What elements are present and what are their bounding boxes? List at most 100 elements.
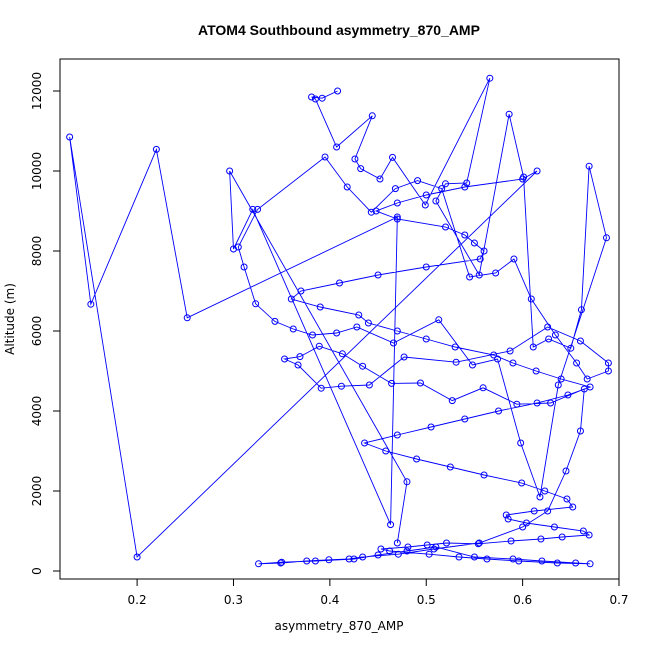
data-point xyxy=(541,487,549,495)
data-point xyxy=(533,399,541,407)
series-line xyxy=(69,77,609,565)
x-tick-label: 0.5 xyxy=(417,593,436,607)
data-point xyxy=(463,179,471,187)
data-point xyxy=(394,550,402,558)
data-point xyxy=(466,273,474,281)
data-point xyxy=(325,556,333,564)
data-point xyxy=(254,205,262,213)
data-point xyxy=(492,269,500,277)
data-point xyxy=(446,463,454,471)
data-point xyxy=(338,350,346,358)
data-point xyxy=(364,319,372,327)
data-point xyxy=(553,559,561,567)
data-point xyxy=(388,379,396,387)
y-axis: 0 2000 4000 6000 8000 10000 12000 xyxy=(30,72,61,575)
data-point xyxy=(308,93,316,101)
data-point xyxy=(547,399,555,407)
data-point xyxy=(315,342,323,350)
data-point xyxy=(573,359,581,367)
data-point xyxy=(490,351,498,359)
data-point xyxy=(536,493,544,501)
data-point xyxy=(576,337,584,345)
data-point xyxy=(527,295,535,303)
data-point xyxy=(294,361,302,369)
data-point xyxy=(66,133,74,141)
data-point xyxy=(271,317,279,325)
data-point xyxy=(430,545,438,553)
data-point xyxy=(507,537,515,545)
data-point xyxy=(249,205,257,213)
data-point xyxy=(357,165,365,173)
y-tick-label: 2000 xyxy=(30,476,44,507)
data-point xyxy=(334,87,342,95)
data-point xyxy=(470,553,478,561)
data-point xyxy=(404,543,412,551)
data-point xyxy=(318,94,326,102)
data-point xyxy=(495,407,503,415)
data-point xyxy=(226,167,234,175)
data-point xyxy=(537,535,545,543)
data-point xyxy=(382,447,390,455)
y-axis-label: Altitude (m) xyxy=(3,283,17,355)
y-tick-label: 0 xyxy=(30,567,44,575)
data-point xyxy=(452,358,460,366)
data-point xyxy=(350,555,358,563)
data-point xyxy=(425,550,433,558)
data-point xyxy=(316,303,324,311)
data-point xyxy=(422,191,430,199)
data-point xyxy=(519,523,527,531)
data-point xyxy=(303,557,311,565)
data-point xyxy=(281,355,289,363)
data-point xyxy=(530,507,538,515)
data-point xyxy=(387,521,395,529)
data-point xyxy=(579,527,587,535)
data-point xyxy=(435,316,443,324)
data-point xyxy=(448,397,456,405)
x-axis: 0.2 0.3 0.4 0.5 0.6 0.7 xyxy=(128,578,629,607)
data-point xyxy=(562,467,570,475)
x-tick-label: 0.2 xyxy=(128,593,147,607)
data-point xyxy=(297,287,305,295)
data-point xyxy=(538,557,546,565)
data-point xyxy=(557,375,565,383)
data-point xyxy=(604,359,612,367)
data-point xyxy=(393,213,401,221)
data-point xyxy=(252,300,260,308)
data-point xyxy=(367,208,375,216)
data-point xyxy=(240,263,248,271)
chart-title: ATOM4 Southbound asymmetry_870_AMP xyxy=(198,22,480,38)
data-point xyxy=(133,553,141,561)
data-point xyxy=(427,423,435,431)
x-tick-label: 0.3 xyxy=(224,593,243,607)
data-point xyxy=(544,507,552,515)
data-point xyxy=(376,175,384,183)
data-point xyxy=(455,553,463,561)
data-point xyxy=(532,367,540,375)
data-point xyxy=(277,559,285,567)
x-tick-label: 0.4 xyxy=(320,593,339,607)
plot-frame xyxy=(59,58,620,580)
data-point xyxy=(365,381,373,389)
data-point xyxy=(353,323,361,331)
data-point xyxy=(372,207,380,215)
data-point xyxy=(509,359,517,367)
data-point xyxy=(494,355,502,363)
data-point xyxy=(255,560,263,568)
data-point xyxy=(480,471,488,479)
data-point xyxy=(442,180,450,188)
data-point xyxy=(550,523,558,531)
data-point xyxy=(389,153,397,161)
data-point xyxy=(510,255,518,263)
y-tick-label: 10000 xyxy=(30,152,44,190)
data-point xyxy=(442,539,450,547)
data-point xyxy=(475,271,483,279)
data-point xyxy=(586,560,594,568)
data-series xyxy=(66,74,612,568)
data-point xyxy=(403,547,411,555)
data-point xyxy=(604,367,612,375)
data-point xyxy=(469,361,476,369)
data-point xyxy=(296,353,304,361)
data-point xyxy=(461,415,469,423)
data-point xyxy=(451,343,459,351)
data-point xyxy=(529,343,537,351)
